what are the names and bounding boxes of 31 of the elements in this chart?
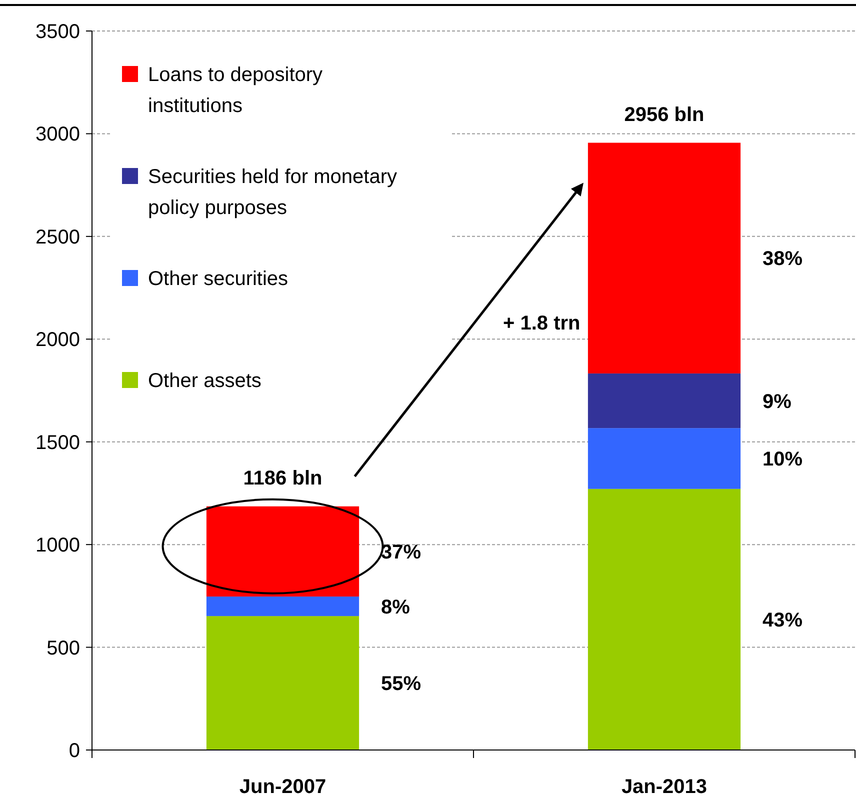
y-tick-label: 1500 (36, 432, 80, 454)
y-tick-label: 3500 (36, 21, 80, 43)
total-label: 1186 bln (243, 467, 322, 490)
annotation: + 1.8 trn (503, 312, 580, 335)
total-label: 2956 bln (624, 104, 704, 126)
legend-label: Securities held for monetary policy purposes (148, 166, 398, 219)
bar (206, 506, 360, 597)
x-tick-label: Jan-2013 (621, 776, 708, 798)
legend-label: Loans to depository institutions (148, 64, 323, 117)
annotation: 55% (381, 673, 422, 696)
annotation: 8% (381, 596, 410, 618)
bar (206, 596, 360, 616)
annotation: 10% (762, 448, 803, 470)
bar (588, 373, 741, 428)
bar (588, 488, 741, 750)
y-tick-label: 2000 (36, 329, 80, 352)
y-tick-label: 3000 (36, 124, 80, 146)
annotation: 38% (762, 248, 803, 270)
y-tick-label: 0 (68, 740, 80, 762)
annotation: 37% (381, 541, 422, 564)
y-tick-label: 500 (46, 637, 80, 660)
bar (206, 616, 360, 750)
legend-label: Other securities (148, 268, 288, 290)
annotation: 43% (762, 609, 803, 632)
y-tick-label: 1000 (36, 534, 80, 557)
bar (588, 142, 741, 374)
annotation: 9% (762, 390, 792, 413)
bar (588, 428, 741, 489)
legend-label: Other assets (148, 370, 262, 392)
x-tick-label: Jun-2007 (239, 776, 326, 798)
y-tick-label: 2500 (36, 226, 80, 248)
